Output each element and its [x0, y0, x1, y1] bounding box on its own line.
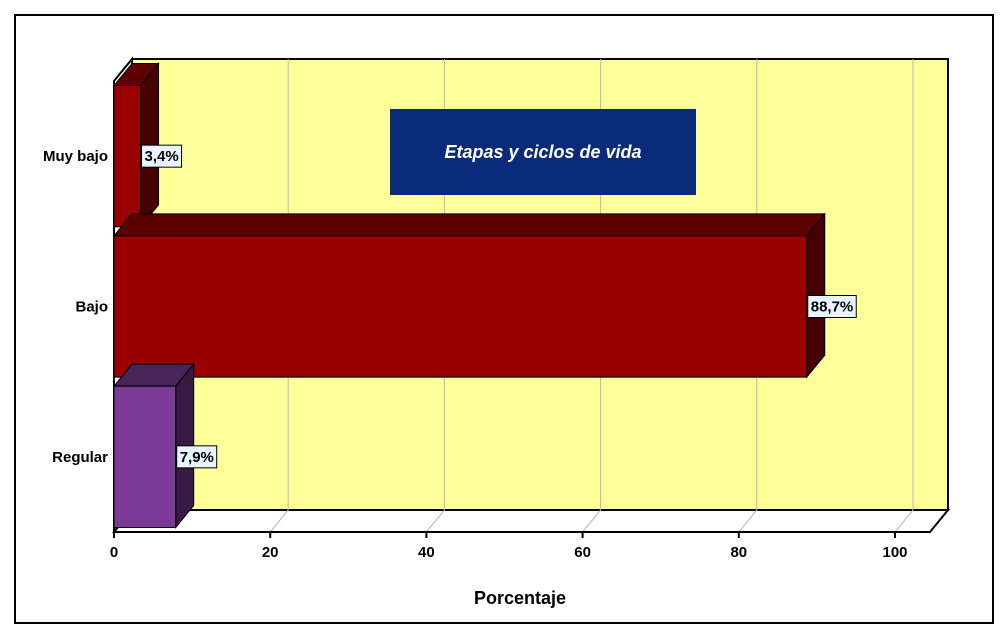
annotation-background	[390, 109, 696, 195]
annotation-box: Etapas y ciclos de vida	[390, 109, 696, 195]
gridline-floor	[582, 509, 601, 533]
x-tick-label: 80	[730, 544, 747, 561]
bar	[112, 212, 826, 379]
gridline-floor	[426, 509, 445, 533]
x-tick-label: 0	[110, 544, 118, 561]
gridline-floor	[894, 509, 914, 533]
data-label-text: 3,4%	[145, 148, 179, 165]
data-labels: 3,4% 88,7% 7,9%	[141, 144, 857, 469]
bar-front-face	[113, 235, 808, 378]
category-label: Bajo	[75, 299, 108, 316]
data-label: 88,7%	[807, 295, 857, 318]
plot-floor	[111, 509, 951, 533]
category-label: Muy bajo	[43, 148, 108, 165]
x-tick-label: 60	[574, 544, 591, 561]
gridline-floor	[738, 509, 758, 533]
data-label-box	[141, 144, 183, 168]
x-tick-label: 100	[882, 544, 907, 561]
x-axis-title: Porcentaje	[474, 588, 566, 608]
bars	[112, 62, 826, 529]
bar-front-face	[113, 385, 177, 528]
annotation-text: Etapas y ciclos de vida	[444, 142, 641, 162]
data-label-text: 7,9%	[180, 449, 214, 466]
data-label: 7,9%	[176, 445, 218, 469]
data-label-text: 88,7%	[811, 299, 854, 316]
x-tick-label: 40	[418, 544, 435, 561]
bar-top-face	[112, 213, 826, 237]
data-label: 3,4%	[141, 144, 183, 168]
axes: Muy bajo Bajo Regular 0 20 40 60 80 100	[43, 148, 930, 561]
category-label: Regular	[52, 449, 108, 466]
gridline-floor	[269, 509, 289, 533]
data-label-box	[807, 295, 857, 318]
x-tick-label: 20	[262, 544, 279, 561]
bar-front-face	[113, 85, 142, 228]
data-label-box	[176, 445, 218, 469]
